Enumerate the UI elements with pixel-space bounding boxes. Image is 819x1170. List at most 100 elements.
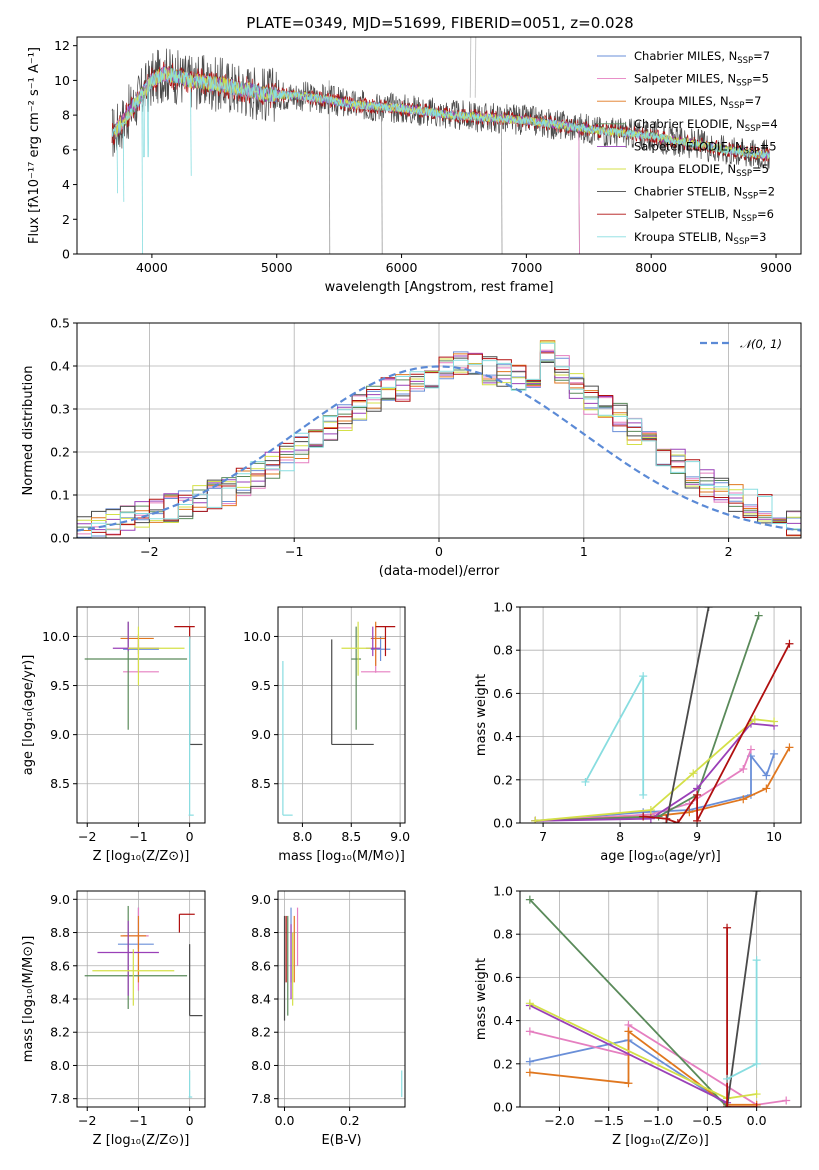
legend-entry: Salpeter ELODIE, NSSP=5 xyxy=(634,139,777,156)
y-tick-label: 0.3 xyxy=(50,402,70,417)
y-tick-label: 8.5 xyxy=(251,776,271,791)
y-tick-label: 0.4 xyxy=(493,1013,513,1028)
series-line-chabrier-stelib xyxy=(665,607,710,823)
series-line-kroupa-miles xyxy=(529,1029,757,1106)
series-line-chabrier-elodie xyxy=(535,615,760,822)
series-point xyxy=(685,808,694,817)
y-tick-label: 9.0 xyxy=(251,892,271,907)
x-tick-label: 9.0 xyxy=(390,829,410,844)
series-point xyxy=(723,923,732,932)
series-point xyxy=(739,765,748,773)
y-tick-label: 8.8 xyxy=(50,925,70,940)
y-tick-label: 0.6 xyxy=(493,686,513,701)
legend-entry: Chabrier ELODIE, NSSP=4 xyxy=(634,117,778,134)
y-tick-label: 0.8 xyxy=(493,927,513,942)
spectrum-spike xyxy=(501,122,503,254)
y-tick-label: 2 xyxy=(62,212,70,227)
series-point xyxy=(639,812,648,821)
x-tick-label: −1 xyxy=(285,544,303,559)
spectrum-spike xyxy=(122,123,125,202)
legend-entry: 𝒩(0, 1) xyxy=(740,337,782,351)
x-tick-label: 8.5 xyxy=(341,829,361,844)
series-point xyxy=(704,607,713,611)
y-tick-label: 10 xyxy=(54,73,70,88)
x-tick-label: 5000 xyxy=(261,260,293,275)
x-axis-label: age [log₁₀(age/yr)] xyxy=(600,849,721,864)
x-tick-label: −2.0 xyxy=(544,1113,574,1128)
x-tick-label: 4000 xyxy=(136,260,168,275)
y-tick-label: 8.0 xyxy=(251,1058,271,1073)
axes-frame xyxy=(519,890,802,1108)
errorbar-salpeter-elodie xyxy=(97,920,159,996)
y-tick-label: 0.5 xyxy=(50,316,70,331)
series-point xyxy=(723,1074,732,1083)
errorbar-salpeter-stelib xyxy=(178,913,195,933)
x-tick-label: 8000 xyxy=(635,260,667,275)
series-point xyxy=(762,771,771,780)
series-point xyxy=(739,795,748,804)
y-tick-label: 6 xyxy=(62,142,70,157)
figure-title: PLATE=0349, MJD=51699, FIBERID=0051, z=0… xyxy=(246,14,633,32)
x-axis-label: mass [log₁₀(M/M⊙)] xyxy=(278,849,405,864)
errorbar-salpeter-miles xyxy=(123,907,149,991)
x-tick-label: 0.0 xyxy=(747,1113,767,1128)
series-point xyxy=(525,999,534,1008)
axes-frame xyxy=(76,606,206,824)
spectrum-line-kroupa-stelib xyxy=(111,66,770,159)
y-tick-label: 0.2 xyxy=(50,445,70,460)
series-line-salpeter-stelib xyxy=(643,643,791,823)
y-tick-label: 9.5 xyxy=(50,678,70,693)
legend-entry: Kroupa ELODIE, NSSP=5 xyxy=(634,162,769,179)
y-tick-label: 0.6 xyxy=(493,970,513,985)
spectrum-spike xyxy=(381,111,383,254)
x-tick-label: 0 xyxy=(186,829,194,844)
legend-entry: Chabrier MILES, NSSP=7 xyxy=(634,49,770,66)
x-tick-label: −1 xyxy=(129,829,147,844)
plot-area-residuals xyxy=(77,340,801,538)
panel-residuals: −2 −1 0 1 2 0.0 0.1 0.2 0.3 0.4 0.5 (data-model)/er… xyxy=(21,316,802,579)
series-point xyxy=(525,1027,534,1036)
series-point xyxy=(723,1103,732,1107)
series-point xyxy=(770,749,779,758)
series-point xyxy=(785,639,794,648)
y-tick-label: 7.8 xyxy=(50,1091,70,1106)
errorbar-chabrier-stelib xyxy=(189,636,203,746)
y-tick-label: 12 xyxy=(54,38,70,53)
errorbar-salpeter-stelib xyxy=(375,626,396,657)
series-point xyxy=(639,672,648,681)
x-tick-label: 6000 xyxy=(386,260,418,275)
x-tick-label: 10 xyxy=(766,829,782,844)
series-point xyxy=(646,806,655,815)
x-tick-label: 8.0 xyxy=(292,829,312,844)
errorbar-kroupa-elodie xyxy=(128,626,185,686)
y-tick-label: 0.2 xyxy=(493,1056,513,1071)
legend-entry: Kroupa STELIB, NSSP=3 xyxy=(634,230,766,247)
errorbar-kroupa-elodie xyxy=(92,949,175,1006)
series-point xyxy=(754,611,763,620)
series-point xyxy=(693,790,702,799)
x-axis-label: wavelength [Angstrom, rest frame] xyxy=(325,280,554,295)
plot-area-age-vs-mass xyxy=(282,621,396,816)
legend-entry: Chabrier STELIB, NSSP=2 xyxy=(634,185,775,202)
plot-area-massweight-vs-age xyxy=(531,607,794,823)
series-point xyxy=(646,814,655,823)
axes-frame xyxy=(76,36,802,255)
y-tick-label: 0.0 xyxy=(493,1100,513,1115)
x-axis-label: (data-model)/error xyxy=(379,564,500,579)
series-point xyxy=(689,769,698,778)
x-axis-label: E(B-V) xyxy=(321,1133,361,1148)
legend-entry: Salpeter STELIB, NSSP=6 xyxy=(634,207,774,224)
x-tick-label: −1.5 xyxy=(594,1113,624,1128)
histogram-salpeter-stelib xyxy=(77,352,801,538)
y-tick-label: 0.4 xyxy=(493,729,513,744)
errorbar-salpeter-elodie xyxy=(365,626,381,657)
series-point xyxy=(770,717,779,726)
series-point xyxy=(525,1068,534,1077)
spectrum-line-salpeter-elodie xyxy=(114,66,770,160)
x-tick-label: 7000 xyxy=(510,260,542,275)
errorbar-kroupa-elodie xyxy=(341,621,371,676)
spectrum-spike xyxy=(474,37,477,98)
y-tick-label: 0.0 xyxy=(50,531,70,546)
series-point xyxy=(693,816,702,823)
y-tick-label: 8.4 xyxy=(50,992,70,1007)
